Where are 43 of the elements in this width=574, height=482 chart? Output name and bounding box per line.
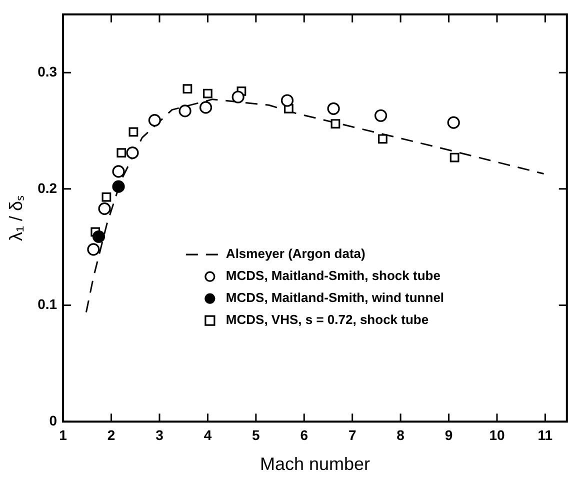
- point: [232, 90, 244, 104]
- y-tick-label: 0.3: [38, 63, 58, 80]
- x-axis-title: Mach number: [260, 454, 370, 474]
- x-tick-label: 10: [489, 426, 505, 443]
- point: [116, 148, 126, 158]
- point: [182, 84, 192, 94]
- point: [128, 127, 138, 137]
- y-tick-label: 0.2: [38, 180, 58, 196]
- x-tick-label: 9: [444, 426, 453, 443]
- x-tick-label: 4: [204, 426, 212, 443]
- point: [450, 152, 460, 162]
- point: [178, 104, 192, 118]
- x-tick-label: 11: [538, 426, 553, 443]
- point: [102, 192, 112, 202]
- point: [126, 146, 139, 160]
- y-tick-label: 0.1: [38, 296, 58, 312]
- x-tick-label: 5: [252, 426, 260, 443]
- point: [98, 202, 111, 215]
- point: [92, 230, 106, 243]
- x-tick-label: 3: [156, 426, 164, 443]
- legend-label: MCDS, Maitland-Smith, wind tunnel: [226, 290, 444, 306]
- point: [374, 109, 388, 122]
- x-tick-label: 7: [348, 426, 356, 443]
- point: [112, 180, 125, 193]
- point: [112, 165, 125, 178]
- point: [330, 119, 340, 128]
- y-axis-title: λ₁ / δₛ: [6, 194, 26, 242]
- x-tick-label: 2: [107, 426, 116, 443]
- point: [87, 243, 100, 256]
- point: [378, 134, 388, 144]
- y-tick-label: 0: [49, 412, 58, 428]
- point: [148, 114, 161, 127]
- legend-label: MCDS, Maitland-Smith, shock tube: [226, 268, 440, 284]
- legend-label: Alsmeyer (Argon data): [226, 246, 366, 262]
- point: [280, 94, 294, 107]
- x-tick-label: 1: [59, 426, 68, 443]
- point: [203, 88, 212, 98]
- point: [447, 116, 460, 129]
- legend-label: MCDS, VHS, s = 0.72, shock tube: [226, 312, 429, 328]
- point: [199, 101, 212, 114]
- x-tick-label: 6: [300, 426, 308, 443]
- point: [327, 102, 340, 115]
- x-tick-label: 8: [396, 426, 405, 443]
